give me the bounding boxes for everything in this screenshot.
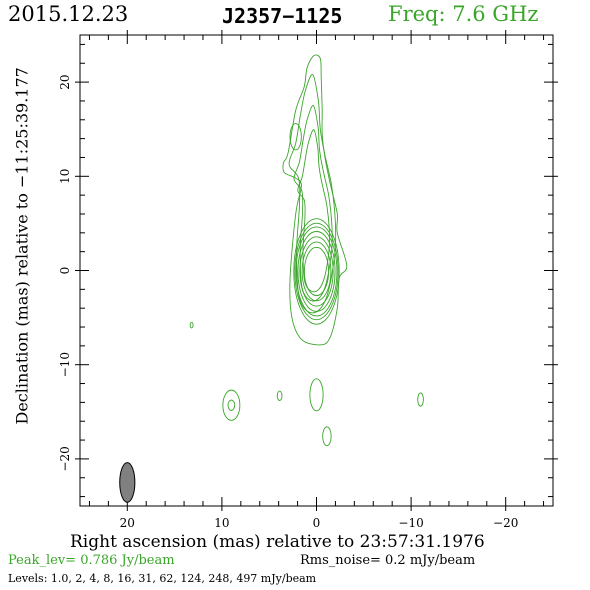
core-contour (303, 246, 330, 297)
plot-frame (79, 34, 554, 507)
source-name: J2357−1125 (222, 4, 343, 28)
frequency-label: Freq: 7.6 GHz (388, 2, 539, 26)
x-tick-label: −10 (398, 516, 423, 530)
island-contour (322, 426, 332, 447)
observation-date: 2015.12.23 (8, 2, 129, 26)
jet-nested-contour (293, 105, 333, 302)
island-contour (222, 389, 241, 421)
core-contour (299, 236, 334, 307)
contour-levels: Levels: 1.0, 2, 4, 8, 16, 31, 62, 124, 2… (8, 572, 317, 585)
jet-outer-contour (282, 54, 348, 346)
x-axis-label: Right ascension (mas) relative to 23:57:… (70, 532, 485, 552)
x-tick-label: 0 (313, 516, 321, 530)
core-contour (295, 226, 338, 317)
y-tick-label: 10 (58, 169, 72, 184)
core-contour (294, 222, 339, 321)
x-tick-label: 10 (214, 516, 229, 530)
rms-noise: Rms_noise= 0.2 mJy/beam (300, 553, 476, 568)
knot-contour (289, 123, 302, 151)
x-tick-label: 20 (120, 516, 135, 530)
core-contour (293, 218, 340, 325)
core-contour (301, 241, 332, 302)
island-contour (417, 392, 424, 407)
island-contour (276, 390, 283, 401)
y-tick-label: 20 (58, 74, 72, 89)
y-tick-label: −10 (58, 352, 72, 377)
y-axis-label: Declination (mas) relative to −11:25:39.… (12, 67, 32, 425)
island-contour (189, 321, 194, 329)
island-contour (227, 399, 236, 411)
x-tick-label: −20 (493, 516, 518, 530)
y-tick-label: −20 (58, 446, 72, 471)
y-tick-label: 0 (58, 267, 72, 275)
beam-ellipse (119, 462, 136, 503)
contour-group (189, 54, 424, 447)
core-contour (297, 231, 336, 312)
peak-level: Peak_lev= 0.786 Jy/beam (8, 553, 175, 568)
island-contour (309, 378, 324, 412)
